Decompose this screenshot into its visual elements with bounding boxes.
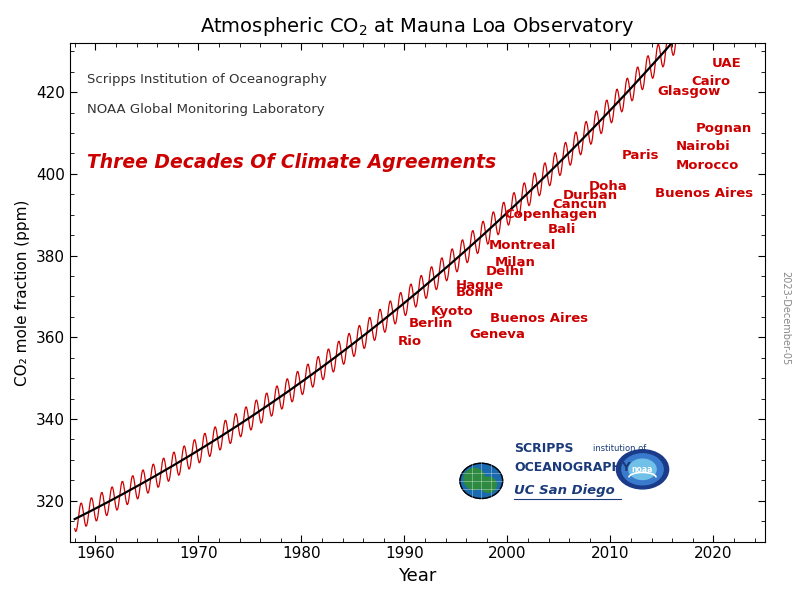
Text: Rio: Rio <box>398 335 422 348</box>
Text: Kyoto: Kyoto <box>430 305 474 317</box>
Text: NOAA Global Monitoring Laboratory: NOAA Global Monitoring Laboratory <box>87 103 325 116</box>
Text: Bali: Bali <box>548 223 577 236</box>
Text: Three Decades Of Climate Agreements: Three Decades Of Climate Agreements <box>87 153 496 172</box>
Text: SCRIPPS: SCRIPPS <box>514 442 574 455</box>
Circle shape <box>629 459 656 479</box>
Text: Montreal: Montreal <box>489 239 556 253</box>
Text: Cancun: Cancun <box>553 198 607 211</box>
Text: Paris: Paris <box>622 149 659 163</box>
Circle shape <box>616 450 669 489</box>
Text: Hague: Hague <box>456 280 504 292</box>
Text: Berlin: Berlin <box>409 317 453 330</box>
Text: 2023-December-05: 2023-December-05 <box>781 271 790 365</box>
Text: Durban: Durban <box>562 189 618 202</box>
Text: OCEANOGRAPHY: OCEANOGRAPHY <box>514 461 631 473</box>
Text: Buenos Aires: Buenos Aires <box>490 311 588 325</box>
Text: Doha: Doha <box>590 180 628 193</box>
Text: UC San Diego: UC San Diego <box>514 484 615 497</box>
Circle shape <box>622 454 663 485</box>
Text: Delhi: Delhi <box>486 265 525 278</box>
Ellipse shape <box>480 477 496 493</box>
Text: Bonn: Bonn <box>456 286 494 299</box>
Text: Glasgow: Glasgow <box>658 85 721 98</box>
Text: institution of: institution of <box>593 444 646 453</box>
Y-axis label: CO₂ mole fraction (ppm): CO₂ mole fraction (ppm) <box>15 199 30 386</box>
Text: Pognan: Pognan <box>696 122 752 135</box>
Text: UAE: UAE <box>711 56 742 70</box>
X-axis label: Year: Year <box>398 567 437 585</box>
Text: Buenos Aires: Buenos Aires <box>654 187 753 200</box>
Text: Scripps Institution of Oceanography: Scripps Institution of Oceanography <box>87 73 327 86</box>
Text: Geneva: Geneva <box>470 328 525 341</box>
Ellipse shape <box>464 469 485 490</box>
Text: Morocco: Morocco <box>675 159 738 172</box>
Title: Atmospheric CO$_2$ at Mauna Loa Observatory: Atmospheric CO$_2$ at Mauna Loa Observat… <box>200 15 634 38</box>
Text: Nairobi: Nairobi <box>675 140 730 154</box>
Text: Copenhagen: Copenhagen <box>504 208 597 221</box>
Text: noaa: noaa <box>632 465 653 474</box>
Text: Cairo: Cairo <box>692 74 731 88</box>
Circle shape <box>460 463 502 499</box>
Text: Milan: Milan <box>494 256 535 269</box>
